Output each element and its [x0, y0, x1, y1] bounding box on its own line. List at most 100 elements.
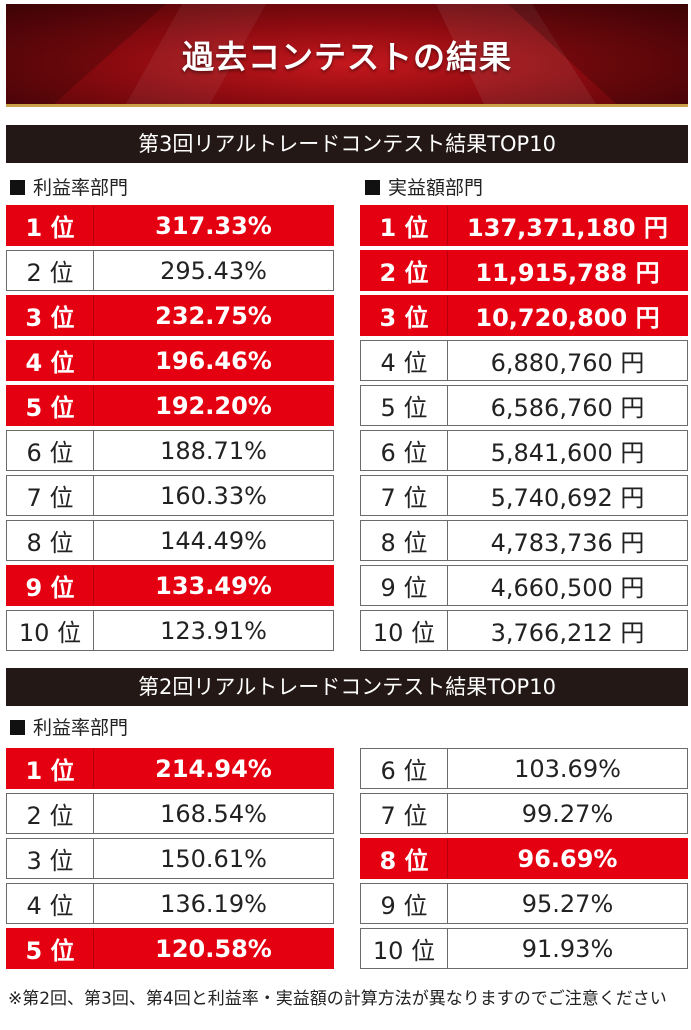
contest3-profit-rate-label: 利益率部門 [10, 175, 128, 201]
value-cell: 11,915,788 円 [475, 259, 660, 287]
rank-cell: 2 位 [361, 251, 448, 290]
footnote: ※第2回、第3回、第4回と利益率・実益額の計算方法が異なりますのでご注意ください [8, 989, 667, 1009]
table-row: 10 位 91.93% [360, 928, 688, 969]
table-row: 5 位 120.58% [6, 928, 334, 969]
table-row: 2 位 11,915,788 円 [360, 250, 688, 291]
value-cell: 168.54% [160, 799, 267, 828]
value-cell: 232.75% [155, 301, 272, 330]
rank-cell: 6 位 [361, 431, 448, 470]
value-cell: 295.43% [160, 256, 267, 285]
rank-cell: 6 位 [361, 749, 448, 788]
rank-cell: 2 位 [7, 251, 94, 290]
value-cell: 144.49% [160, 526, 267, 555]
rank-cell: 3 位 [7, 839, 94, 878]
table-row: 4 位 6,880,760 円 [360, 340, 688, 381]
table-row: 1 位 137,371,180 円 [360, 205, 688, 246]
table-row: 3 位 150.61% [6, 838, 334, 879]
table-row: 9 位 133.49% [6, 565, 334, 606]
table-row: 9 位 4,660,500 円 [360, 565, 688, 606]
value-cell: 120.58% [155, 934, 272, 963]
rank-cell: 8 位 [7, 521, 94, 560]
table-row: 8 位 96.69% [360, 838, 688, 879]
value-cell: 95.27% [521, 889, 614, 918]
rank-cell: 4 位 [7, 341, 94, 380]
square-bullet-icon [10, 720, 25, 735]
rank-cell: 9 位 [7, 566, 94, 605]
contest2-profit-rate-table-left: 1 位 214.94% 2 位 168.54% 3 位 150.61% 4 位 136.19%… [6, 748, 334, 973]
value-cell: 5,841,600 円 [490, 439, 645, 467]
value-cell: 3,766,212 円 [490, 619, 645, 647]
table-row: 6 位 103.69% [360, 748, 688, 789]
contest3-profit-rate-table: 1 位 317.33% 2 位 295.43% 3 位 232.75% 4 位 196.46%… [6, 205, 334, 655]
rank-cell: 10 位 [7, 611, 94, 650]
value-cell: 137,371,180 円 [467, 214, 668, 242]
table-row: 10 位 123.91% [6, 610, 334, 651]
rank-cell: 5 位 [7, 386, 94, 425]
table-row: 9 位 95.27% [360, 883, 688, 924]
value-cell: 188.71% [160, 436, 267, 465]
table-row: 4 位 196.46% [6, 340, 334, 381]
table-row: 4 位 136.19% [6, 883, 334, 924]
value-cell: 192.20% [155, 391, 272, 420]
table-row: 2 位 168.54% [6, 793, 334, 834]
square-bullet-icon [10, 180, 25, 195]
page-title: 過去コンテストの結果 [181, 38, 512, 76]
value-cell: 136.19% [160, 889, 267, 918]
value-cell: 10,720,800 円 [475, 304, 660, 332]
table-row: 1 位 317.33% [6, 205, 334, 246]
value-cell: 214.94% [155, 754, 272, 783]
value-cell: 6,880,760 円 [490, 349, 645, 377]
rank-cell: 1 位 [361, 206, 448, 245]
rank-cell: 4 位 [361, 341, 448, 380]
rank-cell: 9 位 [361, 566, 448, 605]
rank-cell: 3 位 [7, 296, 94, 335]
value-cell: 5,740,692 円 [490, 484, 645, 512]
table-row: 6 位 5,841,600 円 [360, 430, 688, 471]
square-bullet-icon [365, 180, 380, 195]
rank-cell: 1 位 [7, 206, 94, 245]
value-cell: 317.33% [155, 211, 272, 240]
value-cell: 4,660,500 円 [490, 574, 645, 602]
value-cell: 6,586,760 円 [490, 394, 645, 422]
table-row: 10 位 3,766,212 円 [360, 610, 688, 651]
contest2-header: 第2回リアルトレードコンテスト結果TOP10 [6, 668, 688, 706]
table-row: 8 位 144.49% [6, 520, 334, 561]
rank-cell: 7 位 [361, 476, 448, 515]
value-cell: 133.49% [155, 571, 272, 600]
table-row: 7 位 5,740,692 円 [360, 475, 688, 516]
table-row: 3 位 10,720,800 円 [360, 295, 688, 336]
table-row: 6 位 188.71% [6, 430, 334, 471]
value-cell: 96.69% [517, 844, 618, 873]
contest2-profit-rate-label: 利益率部門 [10, 715, 128, 741]
rank-cell: 4 位 [7, 884, 94, 923]
rank-cell: 3 位 [361, 296, 448, 335]
category-label-text: 実益額部門 [388, 177, 484, 199]
rank-cell: 10 位 [361, 611, 448, 650]
rank-cell: 9 位 [361, 884, 448, 923]
rank-cell: 2 位 [7, 794, 94, 833]
category-label-text: 利益率部門 [33, 177, 129, 199]
contest3-profit-amount-table: 1 位 137,371,180 円 2 位 11,915,788 円 3 位 10,720… [360, 205, 688, 655]
rank-cell: 5 位 [361, 386, 448, 425]
rank-cell: 10 位 [361, 929, 448, 968]
rank-cell: 5 位 [7, 929, 94, 968]
value-cell: 196.46% [155, 346, 272, 375]
table-row: 7 位 160.33% [6, 475, 334, 516]
value-cell: 91.93% [521, 934, 614, 963]
contest3-profit-amount-label: 実益額部門 [365, 175, 483, 201]
rank-cell: 7 位 [361, 794, 448, 833]
value-cell: 160.33% [160, 481, 267, 510]
table-row: 3 位 232.75% [6, 295, 334, 336]
table-row: 7 位 99.27% [360, 793, 688, 834]
table-row: 5 位 192.20% [6, 385, 334, 426]
rank-cell: 1 位 [7, 749, 94, 788]
rank-cell: 8 位 [361, 521, 448, 560]
table-row: 2 位 295.43% [6, 250, 334, 291]
value-cell: 123.91% [160, 616, 267, 645]
title-banner: 過去コンテストの結果 [6, 4, 688, 107]
rank-cell: 6 位 [7, 431, 94, 470]
value-cell: 150.61% [160, 844, 267, 873]
category-label-text: 利益率部門 [33, 717, 129, 739]
value-cell: 4,783,736 円 [490, 529, 645, 557]
contest2-profit-rate-table-right: 6 位 103.69% 7 位 99.27% 8 位 96.69% 9 位 95.27% 10 … [360, 748, 688, 973]
